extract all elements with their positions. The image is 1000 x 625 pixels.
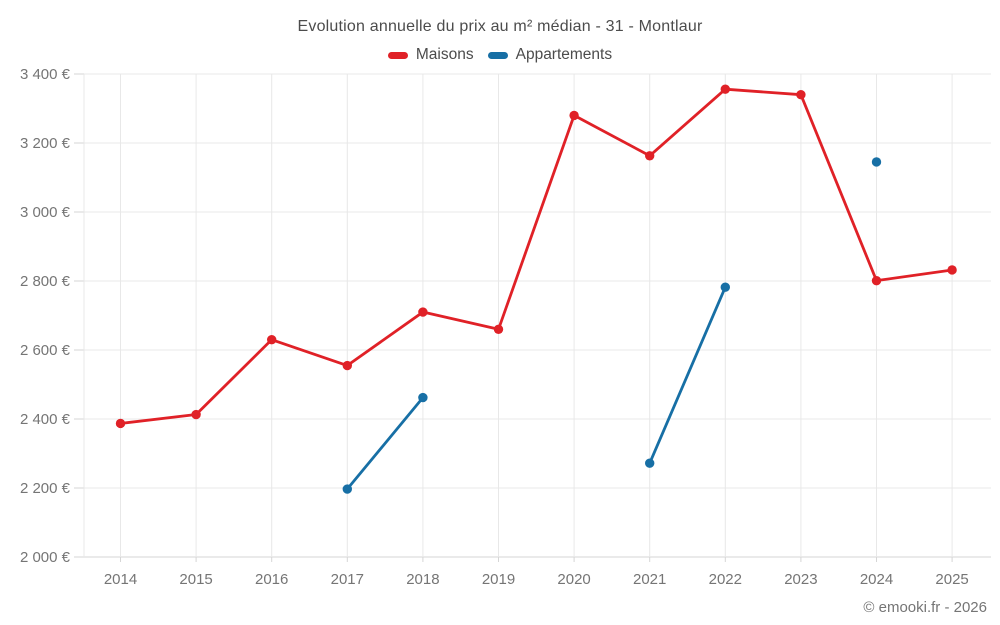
maisons-point-2016[interactable] — [267, 334, 277, 345]
legend: Maisons Appartements — [0, 46, 1000, 64]
maisons-point-2015[interactable] — [191, 409, 201, 420]
y-tick-label: 3 400 € — [20, 66, 71, 83]
maisons-point-2014[interactable] — [115, 418, 126, 429]
maisons-point-2019[interactable] — [493, 324, 504, 334]
appartements-line-segment — [648, 285, 727, 465]
legend-label-appartements: Appartements — [515, 46, 613, 63]
x-tick-label: 2020 — [557, 571, 590, 588]
maisons-point-2017[interactable] — [342, 360, 352, 371]
x-tick-label: 2025 — [935, 571, 968, 588]
maisons-point-2020[interactable] — [569, 110, 579, 121]
appartements-point-2024[interactable] — [871, 157, 882, 167]
maisons-point-2023[interactable] — [796, 90, 806, 100]
appartements-line-segment — [345, 396, 425, 491]
x-tick-label: 2014 — [104, 571, 137, 588]
appartements-point-2017[interactable] — [342, 484, 352, 494]
maisons-line-segment — [119, 87, 954, 425]
appartements-point-2018[interactable] — [418, 392, 428, 403]
x-tick-label: 2024 — [860, 571, 893, 588]
maisons-point-2022[interactable] — [720, 84, 730, 94]
y-tick-label: 2 800 € — [20, 273, 71, 290]
maisons-series-swatch-icon — [387, 51, 408, 59]
appartements-series-swatch-icon — [487, 51, 508, 59]
x-tick-label: 2016 — [255, 571, 288, 588]
x-tick-label: 2021 — [633, 571, 666, 588]
y-tick-label: 2 000 € — [20, 549, 71, 566]
chart-title: Evolution annuelle du prix au m² médian … — [297, 18, 703, 35]
attribution: © emooki.fr - 2026 — [863, 599, 987, 616]
legend-label-maisons: Maisons — [415, 46, 474, 63]
maisons-point-2025[interactable] — [947, 265, 957, 275]
y-tick-label: 2 400 € — [20, 411, 71, 428]
y-tick-label: 3 000 € — [20, 204, 71, 221]
appartements-point-2021[interactable] — [645, 458, 655, 468]
y-tick-label: 2 200 € — [20, 480, 71, 497]
maisons-point-2018[interactable] — [418, 307, 428, 317]
x-tick-label: 2017 — [331, 571, 364, 588]
y-tick-label: 3 200 € — [20, 135, 71, 152]
x-tick-label: 2018 — [406, 571, 439, 588]
legend-item-appartements[interactable]: Appartements — [487, 46, 613, 64]
x-tick-label: 2022 — [709, 571, 742, 588]
y-tick-label: 2 600 € — [20, 342, 71, 359]
x-tick-label: 2023 — [784, 571, 817, 588]
maisons-point-2024[interactable] — [871, 275, 882, 286]
appartements-point-2022[interactable] — [720, 282, 730, 292]
maisons-point-2021[interactable] — [645, 151, 655, 161]
legend-item-maisons[interactable]: Maisons — [387, 46, 474, 64]
x-tick-label: 2015 — [179, 571, 212, 588]
x-tick-label: 2019 — [482, 571, 515, 588]
